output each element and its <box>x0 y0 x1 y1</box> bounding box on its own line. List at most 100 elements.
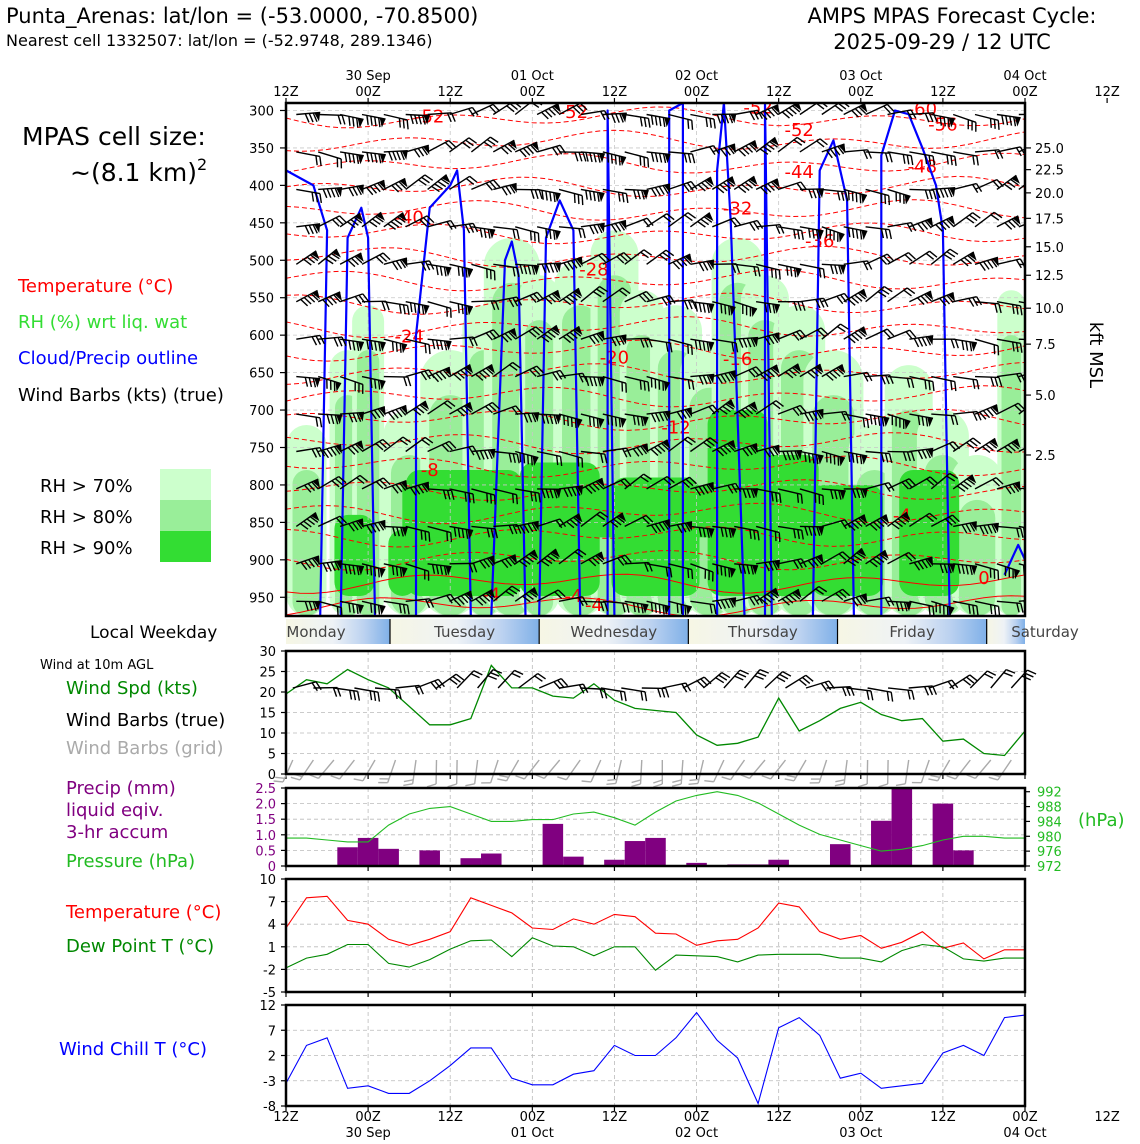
time-tick-top-label: 00Z <box>520 85 546 100</box>
temp-label-5: -56 <box>928 115 957 136</box>
time-tick-top-label: 12Z <box>437 85 463 100</box>
precip-bar-3 <box>337 847 358 866</box>
pressure-unit: (hPa) <box>1078 810 1125 831</box>
y-tick-label: 5 <box>268 748 276 763</box>
legend-temperature: Temperature (°C) <box>17 276 173 297</box>
p-tick-label: 600 <box>249 329 274 344</box>
wind-barb-20 <box>498 668 523 694</box>
y2-tick-label: 992 <box>1037 786 1062 801</box>
time-tick-top-label: 00Z <box>684 85 710 100</box>
y-tick-label: 2 <box>268 1050 276 1065</box>
precip-bar-7 <box>419 850 440 866</box>
temp-label-9: -32 <box>723 199 752 220</box>
wind-grid-barbs-label: Wind Barbs (grid) <box>66 738 224 759</box>
y2-tick-label: 972 <box>1037 860 1062 875</box>
grid-barb-29 <box>557 755 580 782</box>
y-tick-label: 30 <box>259 645 276 660</box>
precip-bar-13 <box>543 824 564 866</box>
kft-tick-label: 2.5 <box>1035 449 1056 464</box>
p-tick-label: 550 <box>249 292 274 307</box>
wind-barbs-label: Wind Barbs (true) <box>66 710 225 731</box>
time-tick-bottom-label: 00Z <box>520 1110 546 1125</box>
dew-label: Dew Point T (°C) <box>66 936 214 957</box>
y-tick-label: -2 <box>263 963 276 978</box>
wind-barb-4 <box>333 688 361 701</box>
time-tick-bottom-label: 12Z <box>930 1110 956 1125</box>
grid-barb-61 <box>896 759 909 787</box>
grid-barb-71 <box>989 755 1012 782</box>
temp-label: Temperature (°C) <box>65 902 221 923</box>
y-tick-label: 10 <box>259 873 276 888</box>
kft-tick-label: 12.5 <box>1035 269 1064 284</box>
y-tick-label: 2.5 <box>255 782 276 797</box>
legend-rh90-swatch <box>160 531 211 562</box>
temp-label-16: -8 <box>421 460 439 481</box>
date-bottom-label: 03 Oct <box>839 1126 882 1140</box>
grid-barb-31 <box>582 756 601 784</box>
precip-bar-27 <box>830 844 851 866</box>
legend-wind: Wind Barbs (kts) (true) <box>18 385 224 406</box>
kft-tick-label: 22.5 <box>1035 164 1064 179</box>
temp-label-3: -52 <box>784 120 813 141</box>
rh80-region-0 <box>293 470 321 616</box>
wind-barb-54 <box>846 688 874 700</box>
grid-barb-1 <box>274 756 293 784</box>
cross-section-panel: -52-52-52-52-60-56-44-48-40-32-36-28-24-… <box>249 69 1120 617</box>
y-tick-label: 10 <box>259 727 276 742</box>
precip-bar-14 <box>563 857 584 866</box>
time-tick-top-label: 12Z <box>930 85 956 100</box>
y2-tick-label: 976 <box>1037 845 1062 860</box>
weekday-name-0: Monday <box>286 623 345 641</box>
p-tick-label: 300 <box>249 104 274 119</box>
time-tick-bottom-label: 12Z <box>766 1110 792 1125</box>
grid-barb-13 <box>403 759 416 787</box>
y-tick-label: 0.5 <box>255 844 276 859</box>
weekday-name-1: Tuesday <box>433 623 495 641</box>
precip-label-1: Precip (mm) <box>66 778 176 799</box>
p-tick-label: 350 <box>249 142 274 157</box>
grid-barb-7 <box>331 754 355 781</box>
kft-tick-label: 17.5 <box>1035 212 1064 227</box>
date-top-label: 03 Oct <box>839 69 882 84</box>
y-tick-label: 4 <box>268 918 276 933</box>
precip-bar-30 <box>892 788 913 866</box>
grid-barb-51 <box>785 756 806 784</box>
y-tick-label: 1 <box>268 941 276 956</box>
wind-barb-56 <box>866 688 894 702</box>
p-tick-label: 900 <box>249 554 274 569</box>
y-tick-label: -3 <box>263 1075 276 1090</box>
wind-barb-0 <box>293 681 321 697</box>
model-title-2: 2025-09-29 / 12 UTC <box>833 30 1051 54</box>
wind-barb-16 <box>457 669 482 695</box>
time-tick-bottom-label: 00Z <box>1012 1110 1038 1125</box>
temp-label-12: -24 <box>394 327 423 348</box>
y2-tick-label: 980 <box>1037 830 1062 845</box>
grid-barb-23 <box>497 756 518 784</box>
y-tick-label: 20 <box>259 686 276 701</box>
kft-tick-label: 20.0 <box>1035 187 1064 202</box>
time-tick-top-label: 12Z <box>602 85 628 100</box>
wind-barb-46 <box>765 670 791 695</box>
temperature-line <box>286 896 1025 959</box>
cell-subtitle: Nearest cell 1332507: lat/lon = (-52.974… <box>6 31 433 50</box>
time-tick-top-label: 12Z <box>273 85 299 100</box>
y-tick-label: 2.0 <box>255 798 276 813</box>
wind-barb-66 <box>970 669 995 694</box>
legend-rh90: RH > 90% <box>40 538 133 559</box>
date-bottom-label: 01 Oct <box>511 1126 554 1140</box>
legend-rh80-swatch <box>160 500 211 531</box>
grid-barb-25 <box>515 754 539 781</box>
precip-bar-17 <box>625 841 646 866</box>
wind-barb-32 <box>620 688 648 701</box>
precip-bar-18 <box>645 838 666 866</box>
time-tick-bottom-label: 12Z <box>437 1110 463 1125</box>
pressure-label: Pressure (hPa) <box>66 851 195 872</box>
temp-label-21: 0 <box>978 568 989 589</box>
grid-barb-63 <box>912 757 929 785</box>
legend-rh70-swatch <box>160 469 211 500</box>
